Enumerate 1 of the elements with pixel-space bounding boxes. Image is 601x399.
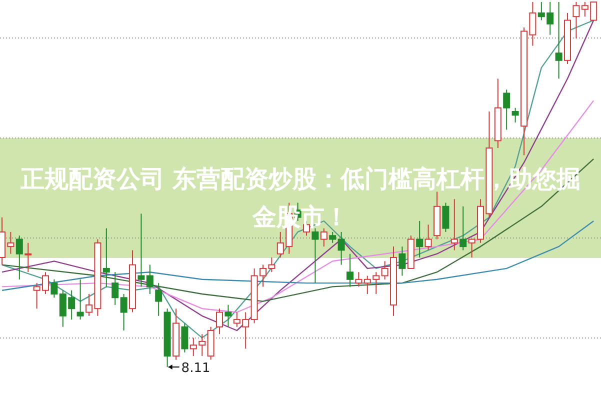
annotation: 8.11 bbox=[181, 361, 210, 376]
